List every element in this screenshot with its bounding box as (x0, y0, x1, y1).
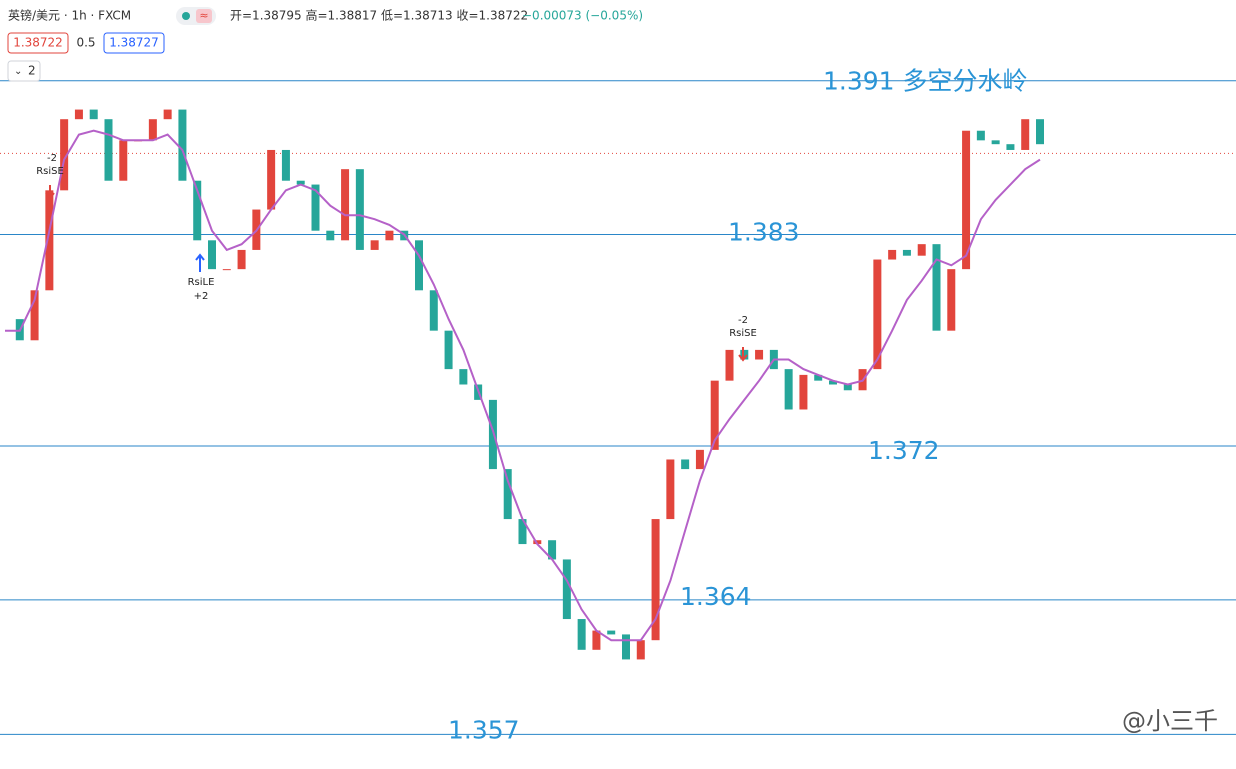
level-label: 1.391 多空分水岭 (823, 67, 1028, 96)
level-label: 1.383 (728, 218, 800, 247)
candle (222, 269, 231, 271)
candle (104, 119, 113, 181)
status-dot (182, 12, 190, 20)
candle (429, 290, 438, 331)
candle (355, 169, 364, 250)
candle (60, 119, 69, 191)
candle (518, 519, 527, 545)
short-arrow (45, 185, 55, 200)
candle (281, 149, 290, 181)
candle (947, 269, 956, 331)
watermark: @小三千 (1122, 707, 1218, 735)
candle (725, 349, 734, 381)
sync-symbol: ≈ (199, 9, 208, 22)
ohlc: 开=1.38795 高=1.38817 低=1.38713 收=1.38722 (230, 8, 528, 23)
candle (592, 630, 601, 650)
level-label: 1.372 (868, 436, 940, 465)
candle (651, 519, 660, 641)
signal-name: RsiLE (188, 277, 215, 288)
candle (932, 244, 941, 331)
candle (488, 399, 497, 470)
candle (178, 109, 187, 181)
candle (814, 374, 823, 381)
signal-qty: -2 (738, 315, 748, 326)
candle (74, 109, 83, 120)
candle (917, 244, 926, 256)
signal-qty: +2 (194, 291, 209, 302)
indicator-toggle[interactable] (7, 60, 41, 82)
spread: 0.5 (76, 36, 95, 50)
candle (636, 640, 645, 660)
candle (148, 119, 157, 141)
candle (1006, 144, 1015, 150)
candle (30, 290, 39, 341)
candle (681, 459, 690, 470)
candle (562, 559, 571, 620)
candle (695, 449, 704, 470)
short-arrow (738, 347, 748, 362)
candle (193, 180, 202, 241)
candle (1036, 119, 1044, 145)
candle (799, 374, 808, 410)
candle (89, 109, 98, 120)
candle (666, 459, 675, 520)
candle (888, 249, 897, 260)
signal-name: RsiSE (36, 166, 64, 177)
signal-qty: -2 (47, 153, 57, 164)
indicator-count: 2 (28, 64, 36, 78)
ask-box[interactable] (103, 32, 165, 54)
candle (755, 349, 764, 360)
ask[interactable]: 1.38727 (109, 36, 159, 50)
level-label: 1.364 (680, 582, 752, 611)
candle (829, 380, 837, 385)
candle (444, 330, 453, 370)
candle (784, 369, 793, 410)
candle (237, 249, 246, 270)
candle (119, 140, 128, 181)
chevron: ⌄ (14, 66, 22, 77)
candle (548, 540, 557, 560)
candle (311, 184, 320, 231)
candle (459, 369, 468, 385)
plot: 1.391 多空分水岭 1.383 1.372 1.364 1.357 (0, 67, 1236, 744)
candle (503, 469, 512, 520)
candle (991, 140, 1000, 145)
candle (577, 619, 586, 650)
candle (962, 130, 971, 270)
candle (740, 349, 749, 360)
candle (415, 240, 423, 291)
candle (607, 630, 616, 635)
candle (843, 384, 852, 391)
level-label: 1.357 (448, 715, 520, 744)
candle (163, 109, 172, 120)
candle (45, 190, 54, 291)
candle (341, 169, 350, 241)
long-arrow (195, 253, 205, 272)
candle (385, 230, 394, 241)
moving-average (5, 129, 1041, 642)
candle (267, 149, 276, 210)
change: −0.00073 (−0.05%) (522, 9, 643, 23)
candle (296, 180, 305, 185)
candle (208, 240, 216, 270)
candle (1021, 119, 1030, 150)
candle (873, 259, 882, 370)
bid-box[interactable] (7, 32, 69, 54)
candle (370, 240, 379, 250)
candle (710, 380, 719, 450)
sync-icon (196, 9, 212, 23)
candle (976, 130, 985, 141)
candle (902, 249, 911, 256)
candle (622, 634, 630, 660)
candle (326, 230, 335, 241)
symbol[interactable]: 英镑/美元 · 1h · FXCM (8, 8, 131, 23)
bid[interactable]: 1.38722 (13, 36, 63, 50)
signal-name: RsiSE (729, 328, 757, 339)
